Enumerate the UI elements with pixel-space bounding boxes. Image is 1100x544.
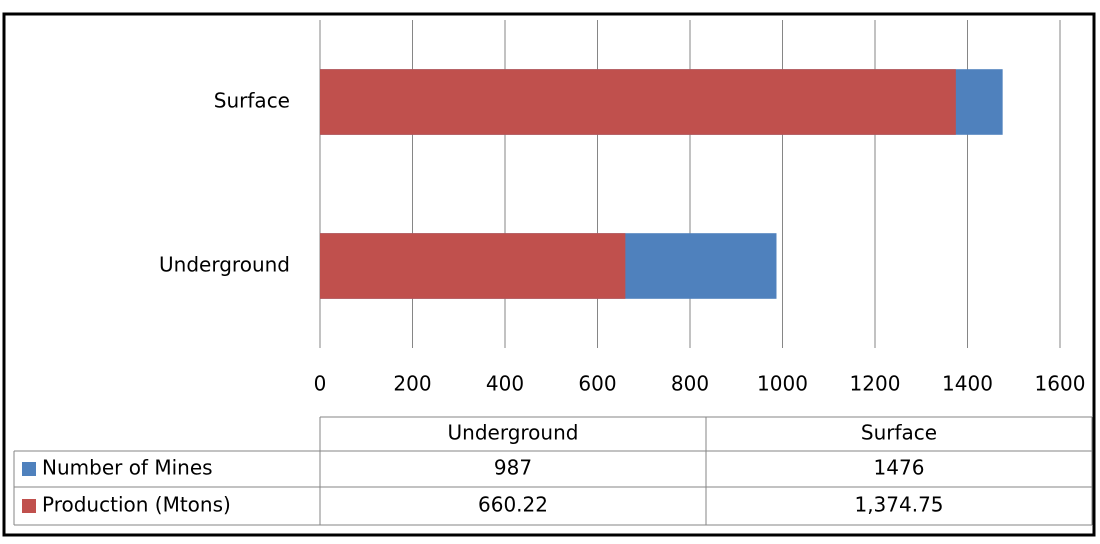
legend-swatch [22,462,36,476]
table-value: 660.22 [478,493,548,517]
bar [320,69,956,135]
x-tick-label: 1400 [942,372,993,396]
legend-label: Number of Mines [42,456,213,480]
table-value: 1476 [874,456,925,480]
x-tick-label: 600 [578,372,616,396]
y-tick-label: Underground [159,253,290,277]
y-tick-label: Surface [214,89,290,113]
bar [320,233,626,299]
table-value: 1,374.75 [854,493,943,517]
table-header: Surface [861,421,937,445]
legend-swatch [22,499,36,513]
x-tick-label: 1000 [757,372,808,396]
x-tick-label: 1200 [850,372,901,396]
x-tick-label: 200 [393,372,431,396]
x-tick-label: 1600 [1035,372,1086,396]
x-tick-label: 400 [486,372,524,396]
chart-border [2,12,1096,537]
table-header: Underground [448,421,579,445]
table-value: 987 [494,456,532,480]
legend-label: Production (Mtons) [42,493,231,517]
x-tick-label: 800 [671,372,709,396]
x-tick-label: 0 [314,372,327,396]
